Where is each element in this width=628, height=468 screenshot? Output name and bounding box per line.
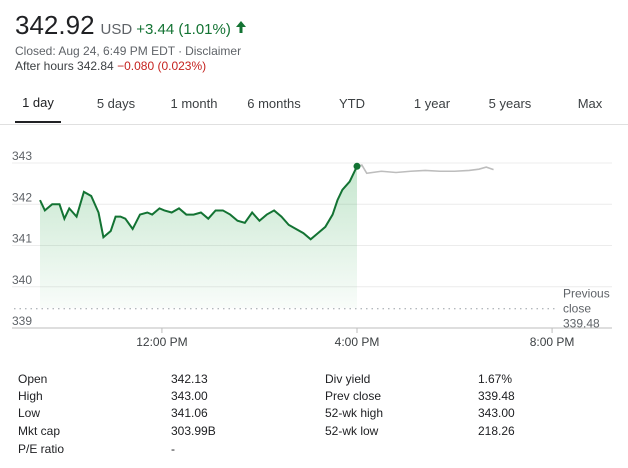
range-tabs: 1 day 5 days 1 month 6 months YTD 1 year…: [0, 84, 628, 125]
y-tick-label: 342: [12, 190, 32, 204]
regular-session-price-line: [39, 165, 358, 241]
stat-value: 343.00: [171, 389, 208, 403]
stat-value: 1.67%: [478, 372, 513, 386]
previous-close-label: close: [563, 302, 591, 316]
after-hours-change: −0.080 (0.023%): [117, 59, 207, 73]
tab-max[interactable]: Max: [577, 96, 603, 111]
stat-value: 343.00: [478, 406, 515, 420]
price-chart[interactable]: 343 342 341 340 339 12:00 PM 4:00 PM 8:00 PM P…: [0, 140, 628, 360]
closed-time: Closed: Aug 24, 6:49 PM EDT: [15, 44, 176, 58]
after-hours-price-line: [356, 164, 494, 175]
quote-header: 342.92 USD +3.44 (1.01%) Closed: Aug 24,…: [15, 10, 247, 74]
tab-5-days[interactable]: 5 days: [96, 96, 136, 111]
stat-value: 342.13: [171, 372, 208, 386]
disclaimer-link[interactable]: Disclaimer: [185, 44, 242, 58]
stat-value: 218.26: [478, 424, 515, 438]
tab-1-month[interactable]: 1 month: [170, 96, 218, 111]
y-tick-label: 341: [12, 232, 32, 246]
arrow-up-icon: [235, 20, 247, 34]
tab-1-day[interactable]: 1 day: [15, 84, 61, 123]
price-area-fill: [40, 166, 357, 309]
x-tick-label: 8:00 PM: [530, 335, 575, 349]
stat-value: 303.99B: [171, 424, 216, 438]
tab-ytd[interactable]: YTD: [339, 96, 365, 111]
y-tick-label: 340: [12, 273, 32, 287]
stat-value: 341.06: [171, 406, 208, 420]
y-tick-label: 343: [12, 149, 32, 163]
price-row: 342.92 USD +3.44 (1.01%): [15, 10, 247, 41]
x-tick-label: 4:00 PM: [335, 335, 380, 349]
stat-label: 52-wk high: [325, 406, 384, 420]
stat-value: 339.48: [478, 389, 515, 403]
last-price-dot: [353, 162, 361, 170]
previous-close-label: 339.48: [563, 317, 600, 331]
stat-label: Prev close: [325, 389, 382, 403]
price-change: +3.44 (1.01%): [136, 21, 231, 38]
stat-label: Open: [18, 372, 48, 386]
after-hours-info: After hours 342.84 −0.080 (0.023%): [15, 59, 247, 74]
currency-code: USD: [100, 21, 133, 38]
separator-dot: ·: [178, 44, 183, 58]
current-price: 342.92: [15, 10, 95, 40]
x-tick-label: 12:00 PM: [136, 335, 187, 349]
stat-label: Mkt cap: [18, 424, 61, 438]
y-tick-label: 339: [12, 314, 32, 328]
after-hours-price: After hours 342.84: [15, 59, 114, 73]
stat-label: High: [18, 389, 43, 403]
closed-info: Closed: Aug 24, 6:49 PM EDT · Disclaimer: [15, 44, 247, 59]
previous-close-label: Previous: [563, 287, 610, 301]
stat-label: Div yield: [325, 372, 371, 386]
tab-5-years[interactable]: 5 years: [488, 96, 532, 111]
stat-label: Low: [18, 406, 41, 420]
stat-label: 52-wk low: [325, 424, 379, 438]
tab-1-year[interactable]: 1 year: [413, 96, 451, 111]
stat-label: P/E ratio: [18, 442, 65, 456]
tab-6-months[interactable]: 6 months: [247, 96, 301, 111]
stat-value: -: [171, 442, 175, 456]
